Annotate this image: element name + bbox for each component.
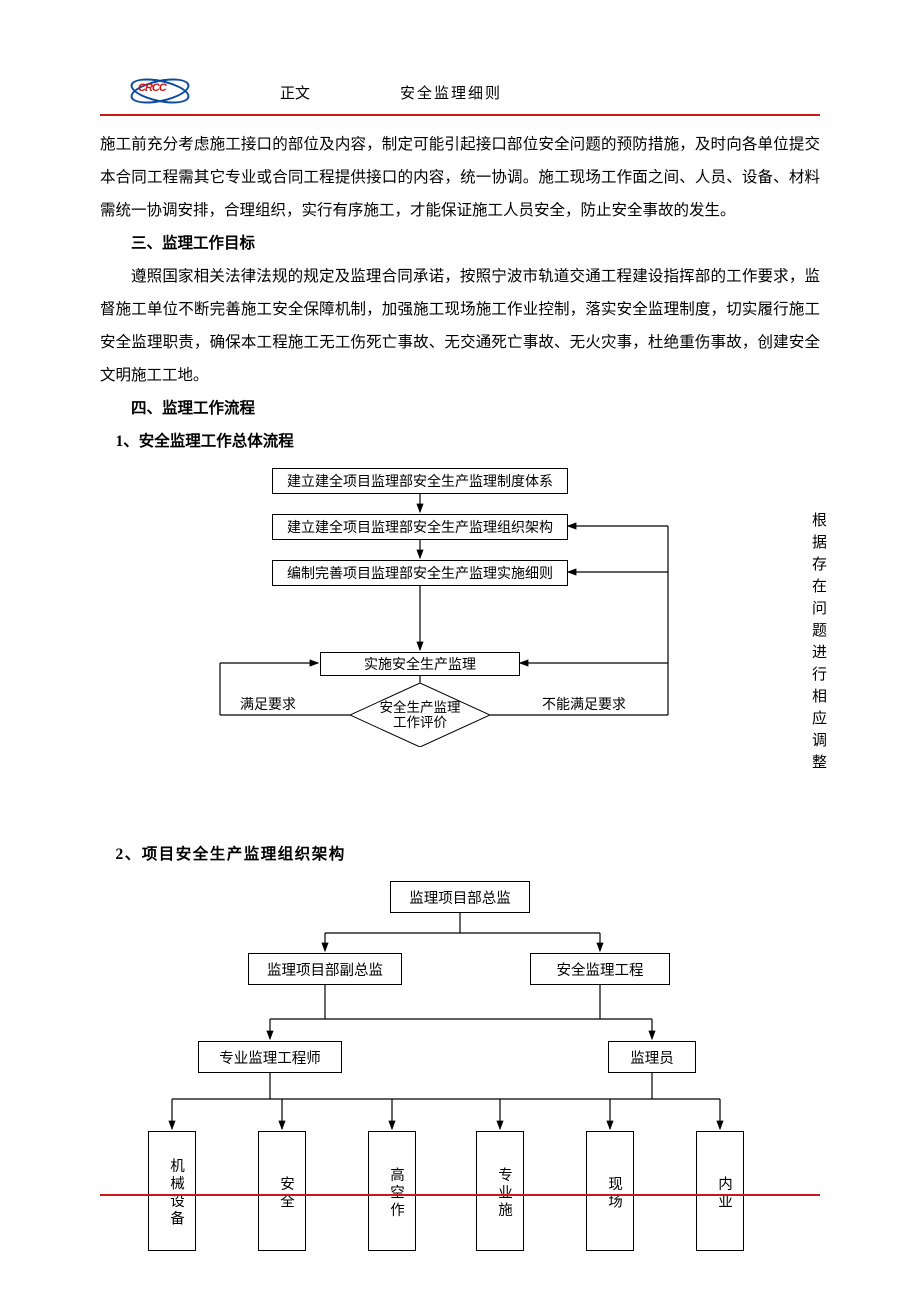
section-4-1-title: 1、安全监理工作总体流程 (100, 425, 820, 458)
flow1-node-1: 建立建全项目监理部安全生产监理制度体系 (272, 468, 568, 494)
flow1-node-4: 实施安全生产监理 (320, 652, 520, 676)
overall-process-flowchart: 安全生产监理 工作评价 满足要求 不能满足要求 根据存在问题进行相应调整 建立建… (180, 468, 740, 768)
footer-divider (100, 1194, 820, 1196)
org-leaf-2: 安全 (258, 1131, 306, 1251)
section-4-title: 四、监理工作流程 (100, 392, 820, 425)
org-l3-b: 监理员 (608, 1041, 696, 1073)
org-l2-b: 安全监理工程 (530, 953, 670, 985)
org-l2-a: 监理项目部副总监 (248, 953, 402, 985)
flow1-decision-line1: 安全生产监理 (380, 700, 461, 715)
paragraph-2: 遵照国家相关法律法规的规定及监理合同承诺，按照宁波市轨道交通工程建设指挥部的工作… (100, 260, 820, 392)
flow1-decision-line2: 工作评价 (380, 715, 461, 730)
flow1-left-label: 满足要求 (240, 694, 296, 714)
header-divider (100, 114, 820, 116)
section-3-title: 三、监理工作目标 (100, 227, 820, 260)
org-l3-a: 专业监理工程师 (198, 1041, 342, 1073)
org-leaf-5: 现场 (586, 1131, 634, 1251)
org-leaf-3: 高空作 (368, 1131, 416, 1251)
section-4-2-title: 2、项目安全生产监理组织架构 (100, 838, 820, 871)
paragraph-1: 施工前充分考虑施工接口的部位及内容，制定可能引起接口部位安全问题的预防措施，及时… (100, 128, 820, 227)
logo-text: CRCC (138, 82, 166, 94)
org-leaf-4: 专业施 (476, 1131, 524, 1251)
crcc-logo: CRCC (130, 76, 192, 106)
flow1-node-2: 建立建全项目监理部安全生产监理组织架构 (272, 514, 568, 540)
flow1-right-label: 不能满足要求 (542, 694, 626, 714)
flow1-decision: 安全生产监理 工作评价 (350, 683, 490, 747)
header-title: 安全监理细则 (400, 82, 502, 103)
header-center-label: 正文 (280, 82, 310, 103)
org-leaf-6: 内业 (696, 1131, 744, 1251)
flow1-side-note: 根据存在问题进行相应调整 (812, 510, 832, 774)
page-header: CRCC 正文 安全监理细则 (100, 80, 820, 108)
org-top: 监理项目部总监 (390, 881, 530, 913)
flow1-node-3: 编制完善项目监理部安全生产监理实施细则 (272, 560, 568, 586)
org-leaf-1: 机械设备 (148, 1131, 196, 1251)
